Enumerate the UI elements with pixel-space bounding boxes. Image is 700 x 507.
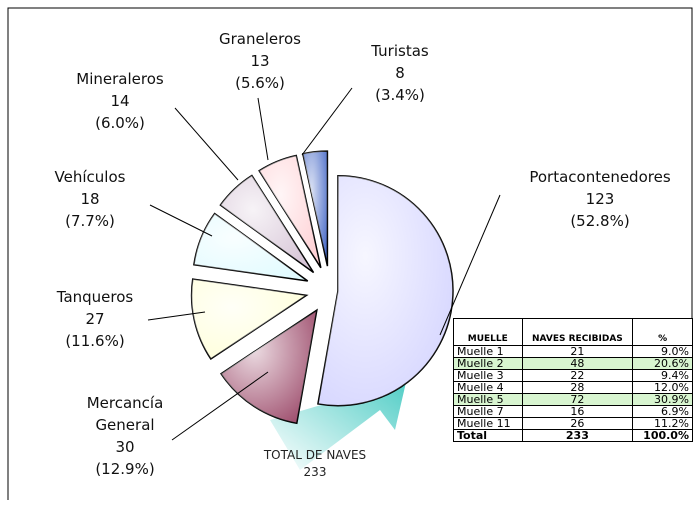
slice-label: Tanqueros 27 (11.6%) xyxy=(30,286,160,352)
table-cell: 20.6% xyxy=(632,357,693,370)
table-header-row: MUELLE NAVES RECIBIDAS% xyxy=(453,318,693,346)
leader-line xyxy=(301,87,353,156)
leader-line xyxy=(147,311,206,321)
table-cell: Total xyxy=(453,429,523,442)
table-cell: 26 xyxy=(521,417,634,430)
table-cell: 30.9% xyxy=(632,393,693,406)
slice-name: Tanqueros xyxy=(56,288,134,306)
table-row: Muelle 2 48 20.6% xyxy=(453,357,693,370)
slice-shine xyxy=(259,155,321,268)
slice-shine xyxy=(220,175,314,273)
slice-percent: (5.6%) xyxy=(235,74,285,92)
table-cell: 22 xyxy=(521,369,634,382)
total-annotation: TOTAL DE NAVES 233 xyxy=(240,447,390,481)
table-cell: 6.9% xyxy=(632,405,693,418)
slice-label: Mercancía General 30 (12.9%) xyxy=(70,392,180,480)
slice-value: 14 xyxy=(110,92,130,110)
table-cell: 9.4% xyxy=(632,369,693,382)
slice-value: 18 xyxy=(80,190,100,208)
table-cell: 12.0% xyxy=(632,381,693,394)
leader-line xyxy=(257,97,269,161)
frame xyxy=(7,7,693,500)
slice-percent: (52.8%) xyxy=(570,212,630,230)
data-table: MUELLE NAVES RECIBIDAS% Muelle 1 21 9.0% Muel… xyxy=(453,318,693,442)
slice-shine xyxy=(221,310,317,424)
table-header-cell: MUELLE xyxy=(453,318,523,346)
slice-name: Turistas xyxy=(371,42,429,60)
table-cell: Muelle 4 xyxy=(453,381,523,394)
total-label: TOTAL DE NAVES xyxy=(263,448,367,462)
slice-value: 30 xyxy=(115,438,135,456)
slice-value: 27 xyxy=(85,310,105,328)
table-cell: 48 xyxy=(521,357,634,370)
table-cell: 100.0% xyxy=(632,429,693,442)
table-row: Muelle 5 72 30.9% xyxy=(453,393,693,406)
slice-value: 13 xyxy=(250,52,270,70)
slice-shine xyxy=(317,175,453,406)
slice-label: Turistas 8 (3.4%) xyxy=(350,40,450,106)
table-cell: 16 xyxy=(521,405,634,418)
slice-value: 123 xyxy=(585,190,615,208)
slice-label: Graneleros 13 (5.6%) xyxy=(200,28,320,94)
table-cell: 9.0% xyxy=(632,345,693,358)
slice-name: Vehículos xyxy=(54,168,126,186)
leader-line xyxy=(149,204,213,237)
slice-shine xyxy=(193,213,308,282)
slice-value: 8 xyxy=(395,64,405,82)
table-cell: Muelle 3 xyxy=(453,369,523,382)
table-row: Muelle 3 22 9.4% xyxy=(453,369,693,382)
leader-line xyxy=(171,371,269,441)
leader-line xyxy=(174,107,239,181)
slice-name: Mercancía General xyxy=(86,394,164,434)
slice-percent: (7.7%) xyxy=(65,212,115,230)
slice-label: Portacontenedores 123 (52.8%) xyxy=(525,166,675,232)
slice-name: Mineraleros xyxy=(76,70,164,88)
table-row: Muelle 11 26 11.2% xyxy=(453,417,693,430)
table-header-cell: NAVES RECIBIDAS xyxy=(521,318,634,346)
slice-name: Portacontenedores xyxy=(529,168,671,186)
slice-shine xyxy=(191,279,307,359)
table-cell: 28 xyxy=(521,381,634,394)
slice-percent: (11.6%) xyxy=(65,332,125,350)
slice-label: Mineraleros 14 (6.0%) xyxy=(55,68,185,134)
table-cell: 21 xyxy=(521,345,634,358)
table-row: Muelle 1 21 9.0% xyxy=(453,345,693,358)
total-value: 233 xyxy=(303,465,327,479)
slice-label: Vehículos 18 (7.7%) xyxy=(30,166,150,232)
slice-percent: (6.0%) xyxy=(95,114,145,132)
table-cell: Muelle 2 xyxy=(453,357,523,370)
slice-percent: (12.9%) xyxy=(95,460,155,478)
slice-name: Graneleros xyxy=(219,30,301,48)
table-row: Muelle 7 16 6.9% xyxy=(453,405,693,418)
leader-line xyxy=(439,194,501,336)
slice-shine xyxy=(302,151,328,267)
table-cell: 72 xyxy=(521,393,634,406)
table-cell: Muelle 11 xyxy=(453,417,523,430)
table-cell: Muelle 1 xyxy=(453,345,523,358)
table-row: Muelle 4 28 12.0% xyxy=(453,381,693,394)
table-cell: 233 xyxy=(521,429,634,442)
slice-percent: (3.4%) xyxy=(375,86,425,104)
table-header-cell: % xyxy=(632,318,693,346)
table-cell: Muelle 7 xyxy=(453,405,523,418)
table-cell: Muelle 5 xyxy=(453,393,523,406)
table-row: Total 233 100.0% xyxy=(453,429,693,442)
table-cell: 11.2% xyxy=(632,417,693,430)
